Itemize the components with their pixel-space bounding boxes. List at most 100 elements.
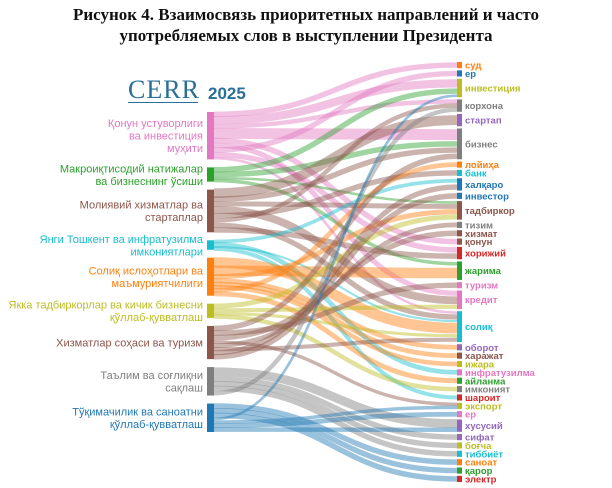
source-label: Таълим ва соғлиқни сақлаш [100,370,203,395]
target-label: бизнес [465,139,498,150]
sankey-link [213,304,458,313]
sankey-link [213,282,458,336]
sankey-link [213,107,458,396]
target-label: тадбиркор [465,206,515,217]
target-label: боғча [465,441,492,452]
source-node [207,112,214,160]
sankey-link [213,162,458,293]
sankey-link [213,257,458,334]
target-node [457,99,462,112]
sankey-link [213,412,458,482]
target-label: ижара [465,360,495,371]
sankey-link [213,403,458,465]
target-label: электр [465,474,497,485]
sankey-link [213,178,458,266]
source-node [207,325,214,360]
source-label-line: қўллаб-қувватлаш [110,419,203,431]
source-node [207,240,214,250]
target-label: шароит [465,393,501,404]
source-label-line: маъмуриятчилиги [112,278,203,290]
source-label-line: Якка тадбиркорлар ва кичик бизнесни [9,300,204,312]
sankey-link [213,246,458,400]
sankey-link [213,70,458,153]
source-node [207,189,214,233]
sankey-link [213,405,458,424]
target-node [457,419,462,432]
target-node [457,161,462,168]
sankey-link [213,88,458,173]
logo-year: 2025 [208,84,246,103]
sankey-link [213,193,458,360]
target-labels: судеринвестициякорхонастартапбизнеслойиҳ… [464,61,536,486]
target-label: айланма [465,376,506,387]
target-node [457,62,462,69]
target-node [457,238,462,245]
source-label-line: Макроиқтисодий натижалар [60,163,203,175]
sankey-link [213,184,458,356]
logo-subtitle [128,102,198,103]
source-label-line: сақлаш [165,383,203,395]
sankey-link [213,340,458,407]
target-node [457,128,462,160]
target-label: суд [465,61,481,72]
source-label-line: ва инвестиция [129,131,203,143]
sankey-link [213,380,458,449]
source-label-line: ва бизнеснинг ўсиши [95,176,203,188]
sankey-link [213,151,458,253]
target-label: ер [465,69,476,80]
source-label-line: муҳити [167,143,203,155]
source-label: Хизматлар соҳаси ва туризм [56,338,203,350]
source-label-line: Хизматлар соҳаси ва туризм [56,338,203,350]
sankey-link [213,407,458,474]
target-nodes [457,62,462,482]
sankey-link [213,115,458,199]
target-node [457,78,462,98]
target-label: хорижий [465,249,506,260]
target-label: корхона [465,101,504,112]
target-node [457,178,462,191]
target-label: имконият [465,385,510,396]
sankey-link [213,141,458,178]
target-label: лойиҳа [465,160,500,171]
target-label: ер [465,410,476,421]
target-node [457,70,462,77]
target-label: стартап [465,116,502,127]
target-node [457,360,462,368]
target-node [457,282,462,289]
target-label: инвестор [465,191,509,202]
source-label-line: Янги Тошкент ва инфратузилма [40,234,204,246]
source-label-line: имкониятлари [130,246,203,258]
sankey-link [213,137,458,245]
target-label: экспорт [465,401,502,412]
sankey-link [213,314,458,392]
sankey-link [213,367,458,429]
sankey-link [213,284,458,367]
sankey-link [213,312,458,338]
sankey-link [213,227,458,259]
source-label: Тўқимачилик ва саноатни қўллаб-қувватлаш [72,407,203,432]
sankey-link [213,170,458,219]
target-label: инвестиция [465,83,520,94]
target-node [457,230,462,237]
sankey-link [213,230,458,341]
source-node [207,367,214,396]
cerr-logo: CERR 2025 [128,76,258,106]
target-label: жарима [464,266,502,277]
target-label: харажат [465,351,504,362]
target-label: қарор [465,466,493,477]
target-node [457,411,462,418]
sankey-link [213,147,458,202]
target-node [457,369,462,376]
target-node [457,352,462,359]
target-label: банк [465,168,487,179]
sankey-link [213,337,458,352]
sankey-link [213,178,458,244]
target-label: хизмат [465,229,498,240]
target-node [457,475,462,482]
sankey-link [213,222,458,320]
sankey-link [213,153,458,332]
sankey-link [213,205,458,305]
sankey-links [213,62,458,482]
target-node [457,450,462,457]
target-node [457,290,462,309]
